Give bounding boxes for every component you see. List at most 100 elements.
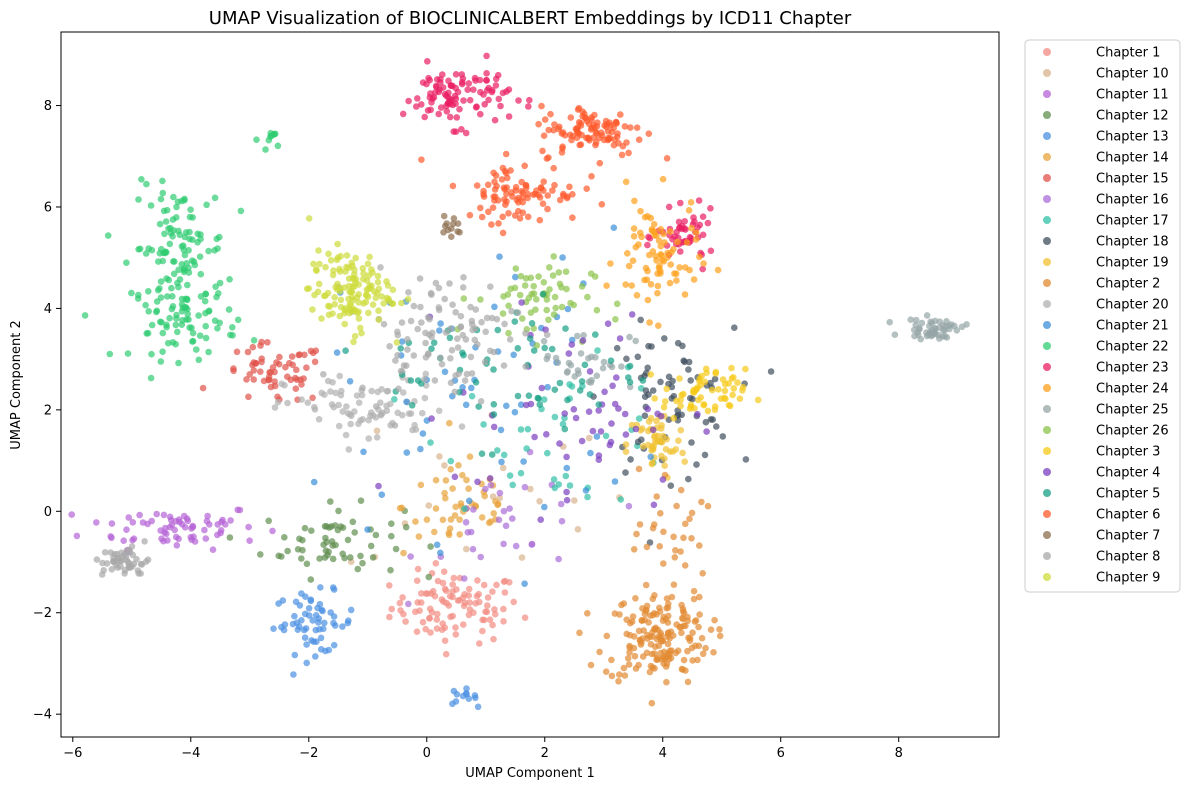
scatter-point: [353, 392, 361, 399]
scatter-point: [599, 364, 607, 372]
scatter-point: [165, 225, 172, 232]
scatter-point: [680, 656, 688, 664]
scatter-point: [642, 581, 650, 589]
scatter-point: [475, 403, 483, 410]
scatter-point: [427, 106, 435, 114]
legend-label: Chapter 9: [1096, 571, 1160, 586]
scatter-point: [490, 411, 498, 418]
scatter-point: [691, 618, 699, 625]
scatter-point: [392, 357, 399, 364]
scatter-point: [426, 614, 433, 622]
scatter-point: [594, 119, 601, 126]
scatter-point: [598, 132, 606, 139]
scatter-point: [625, 502, 633, 510]
scatter-point: [603, 282, 610, 290]
scatter-point: [551, 181, 558, 189]
scatter-point: [602, 668, 610, 675]
scatter-point: [618, 363, 625, 370]
scatter-point: [448, 233, 455, 240]
scatter-point: [544, 352, 552, 360]
scatter-point: [670, 581, 678, 588]
scatter-point: [653, 232, 660, 239]
scatter-point: [678, 222, 686, 230]
scatter-point: [404, 296, 412, 303]
scatter-point: [174, 198, 182, 206]
scatter-point: [465, 585, 473, 593]
scatter-point: [522, 363, 529, 370]
scatter-point: [455, 462, 462, 469]
scatter-point: [606, 441, 614, 449]
scatter-point: [436, 453, 443, 460]
scatter-point: [522, 182, 530, 189]
scatter-point: [180, 268, 188, 276]
scatter-point: [265, 517, 273, 525]
scatter-point: [657, 438, 664, 445]
scatter-point: [572, 414, 580, 422]
scatter-point: [598, 201, 606, 208]
scatter-point: [511, 284, 519, 292]
scatter-point: [670, 533, 677, 541]
scatter-point: [422, 625, 430, 633]
scatter-point: [487, 283, 494, 291]
scatter-point: [336, 312, 344, 320]
scatter-point: [465, 80, 473, 87]
legend-label: Chapter 21: [1096, 319, 1169, 334]
scatter-point: [393, 339, 401, 346]
scatter-point: [197, 270, 205, 278]
scatter-point: [540, 132, 548, 139]
scatter-point: [491, 193, 499, 200]
scatter-point: [564, 396, 571, 404]
scatter-point: [422, 370, 430, 378]
scatter-point: [627, 456, 634, 463]
scatter-point: [432, 476, 440, 484]
scatter-point: [886, 318, 893, 326]
scatter-point: [562, 472, 570, 480]
scatter-point: [548, 345, 556, 353]
scatter-point: [368, 387, 376, 395]
scatter-point: [679, 666, 686, 673]
scatter-point: [467, 528, 475, 536]
scatter-point: [396, 599, 404, 607]
scatter-point: [575, 104, 583, 112]
scatter-point: [702, 365, 710, 373]
scatter-point: [355, 291, 362, 298]
scatter-point: [466, 96, 474, 104]
scatter-point: [635, 136, 643, 143]
scatter-point: [613, 344, 621, 352]
scatter-point: [696, 253, 703, 261]
scatter-point: [495, 95, 503, 103]
scatter-point: [507, 167, 514, 174]
scatter-point: [301, 351, 308, 359]
scatter-point: [559, 145, 566, 152]
scatter-point: [497, 102, 504, 110]
scatter-point: [526, 335, 534, 342]
scatter-point: [523, 445, 530, 452]
scatter-point: [435, 284, 443, 292]
scatter-point: [663, 604, 670, 612]
scatter-point: [349, 307, 357, 314]
scatter-point: [128, 289, 135, 297]
scatter-point: [567, 114, 575, 121]
scatter-point: [496, 489, 504, 497]
scatter-point: [661, 462, 668, 470]
scatter-point: [608, 656, 615, 664]
scatter-point: [578, 437, 586, 445]
scatter-point: [456, 105, 463, 113]
scatter-point: [489, 204, 497, 211]
scatter-point: [521, 614, 529, 621]
scatter-point: [635, 465, 643, 473]
scatter-point: [203, 201, 210, 209]
scatter-point: [549, 272, 557, 279]
scatter-point: [481, 492, 489, 500]
scatter-point: [196, 253, 204, 260]
scatter-point: [128, 543, 136, 550]
scatter-point: [506, 505, 513, 512]
scatter-point: [172, 321, 180, 329]
scatter-point: [684, 678, 692, 686]
scatter-point: [433, 541, 441, 549]
scatter-point: [197, 231, 204, 238]
scatter-point: [237, 207, 245, 215]
scatter-point: [467, 353, 475, 361]
scatter-point: [302, 625, 310, 632]
